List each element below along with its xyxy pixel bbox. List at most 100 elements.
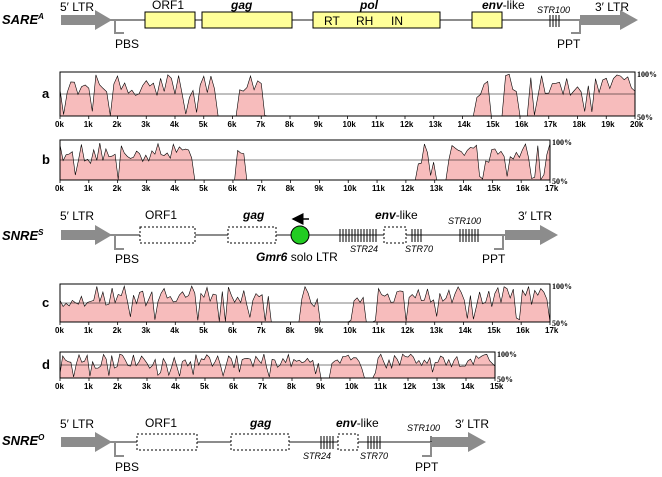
snre-o-map: SNREO 5′ LTR 3′ LTR ORF1 gag env-like ST… — [2, 416, 489, 474]
tick-label-c: 16k — [516, 326, 530, 335]
snre-s-env-label: env-like — [375, 208, 418, 222]
tick-label-c: 4k — [170, 326, 179, 335]
sare-pbs-label: PBS — [115, 37, 139, 51]
sare-env-label: env-like — [482, 0, 525, 12]
pct-50-b: 50% — [552, 177, 568, 186]
snre-o-ppt-label: PPT — [415, 460, 439, 474]
tick-label-b: 11k — [372, 184, 385, 193]
pct-50-c: 50% — [552, 319, 568, 328]
sare-gag-label: gag — [230, 0, 253, 12]
tick-label-b: 14k — [459, 184, 473, 193]
gmr6-solo-ltr-marker — [290, 225, 310, 245]
snre-o-gag-label: gag — [249, 416, 272, 430]
tick-label-c: 5k — [199, 326, 208, 335]
tick-label-a: 20k — [630, 120, 644, 129]
snre-s-ppt-label: PPT — [482, 252, 506, 266]
similarity-area-c — [59, 285, 551, 323]
tick-label-c: 17k — [545, 326, 559, 335]
snre-s-str70-ticks — [411, 229, 422, 242]
snre-o-str24-label: STR24 — [303, 451, 331, 461]
tick-label-d: 11k — [374, 382, 387, 391]
tick-label-d: 10k — [345, 382, 359, 391]
sare-rt-label: RT — [324, 14, 340, 28]
tick-label-c: 8k — [286, 326, 295, 335]
frame-b — [59, 139, 551, 181]
tick-label-d: 7k — [258, 382, 267, 391]
tick-label-a: 6k — [228, 120, 237, 129]
sare-str100-label: STR100 — [537, 5, 570, 15]
panel-label-d: d — [42, 357, 50, 372]
snre-s-str24-label: STR24 — [350, 244, 378, 254]
tick-label-d: 14k — [461, 382, 475, 391]
tick-label-d: 6k — [229, 382, 238, 391]
tick-label-c: 10k — [343, 326, 357, 335]
tick-label-a: 10k — [343, 120, 357, 129]
similarity-plot-d: d 100% 50% 0k 1k 2k 3k 4k 5k 6k 7k 8k 9k 10k 11k 12k 13k… — [42, 350, 517, 391]
sare-3ltr-label: 3′ LTR — [595, 0, 629, 14]
tick-label-a: 9k — [314, 120, 323, 129]
snre-o-pbs-marker — [114, 442, 124, 457]
tick-label-d: 13k — [432, 382, 446, 391]
snre-o-gag-box — [230, 433, 290, 451]
tick-label-c: 11k — [372, 326, 385, 335]
tick-label-c: 14k — [459, 326, 473, 335]
tick-label-b: 2k — [113, 184, 122, 193]
tick-label-c: 13k — [430, 326, 444, 335]
panel-label-a: a — [42, 86, 50, 101]
pct-100-d: 100% — [497, 350, 517, 359]
snre-s-5ltr-label: 5′ LTR — [60, 209, 94, 223]
tick-label-d: 9k — [316, 382, 325, 391]
snre-s-orf1-box — [139, 226, 196, 244]
snre-o-5ltr-arrow — [61, 432, 112, 452]
sare-name: SAREA — [2, 12, 44, 27]
sare-gag-box — [201, 11, 293, 29]
sare-rh-label: RH — [356, 14, 373, 28]
tick-label-a: 1k — [84, 120, 93, 129]
snre-s-str24-ticks — [339, 229, 377, 242]
snre-s-env-box — [383, 226, 407, 244]
tick-label-a: 3k — [141, 120, 150, 129]
snre-s-str70-label: STR70 — [405, 244, 433, 254]
tick-label-a: 12k — [400, 120, 414, 129]
tick-label-b: 9k — [314, 184, 323, 193]
snre-s-5ltr-arrow — [61, 225, 112, 245]
snre-o-env-label: env-like — [336, 416, 379, 430]
tick-label-b: 8k — [286, 184, 295, 193]
snre-s-3ltr-label: 3′ LTR — [518, 209, 552, 223]
snre-o-str70-label: STR70 — [360, 451, 388, 461]
pct-100-a: 100% — [637, 70, 657, 79]
snre-o-name: SNREO — [2, 433, 45, 448]
tick-label-d: 2k — [113, 382, 122, 391]
tick-label-b: 7k — [257, 184, 266, 193]
tick-label-c: 12k — [401, 326, 415, 335]
sare-pol-label: pol — [359, 0, 379, 12]
sare-env-box — [471, 11, 503, 29]
tick-label-a: 18k — [573, 120, 587, 129]
snre-s-3ltr-arrow — [505, 225, 558, 245]
snre-s-gag-label: gag — [242, 208, 265, 222]
panel-label-c: c — [42, 295, 49, 310]
similarity-area-d — [59, 353, 496, 379]
tick-label-b: 15k — [487, 184, 501, 193]
snre-o-3ltr-arrow — [432, 432, 486, 452]
tick-label-c: 9k — [314, 326, 323, 335]
pct-100-b: 100% — [552, 138, 572, 147]
sare-5ltr-arrow — [61, 10, 112, 30]
frame-c — [59, 283, 551, 323]
tick-label-b: 17k — [545, 184, 559, 193]
tick-label-b: 1k — [84, 184, 93, 193]
tick-label-a: 5k — [199, 120, 208, 129]
tick-label-a: 14k — [458, 120, 472, 129]
similarity-area-b — [59, 142, 551, 181]
tick-label-d: 3k — [142, 382, 151, 391]
tick-label-a: 0k — [55, 120, 64, 129]
snre-o-str70-ticks — [367, 436, 381, 449]
tick-label-a: 7k — [256, 120, 265, 129]
tick-label-b: 10k — [343, 184, 357, 193]
snre-s-pbs-marker — [114, 235, 124, 250]
tick-label-c: 3k — [141, 326, 150, 335]
tick-label-a: 17k — [544, 120, 558, 129]
tick-label-a: 15k — [486, 120, 500, 129]
tick-label-d: 15k — [490, 382, 504, 391]
